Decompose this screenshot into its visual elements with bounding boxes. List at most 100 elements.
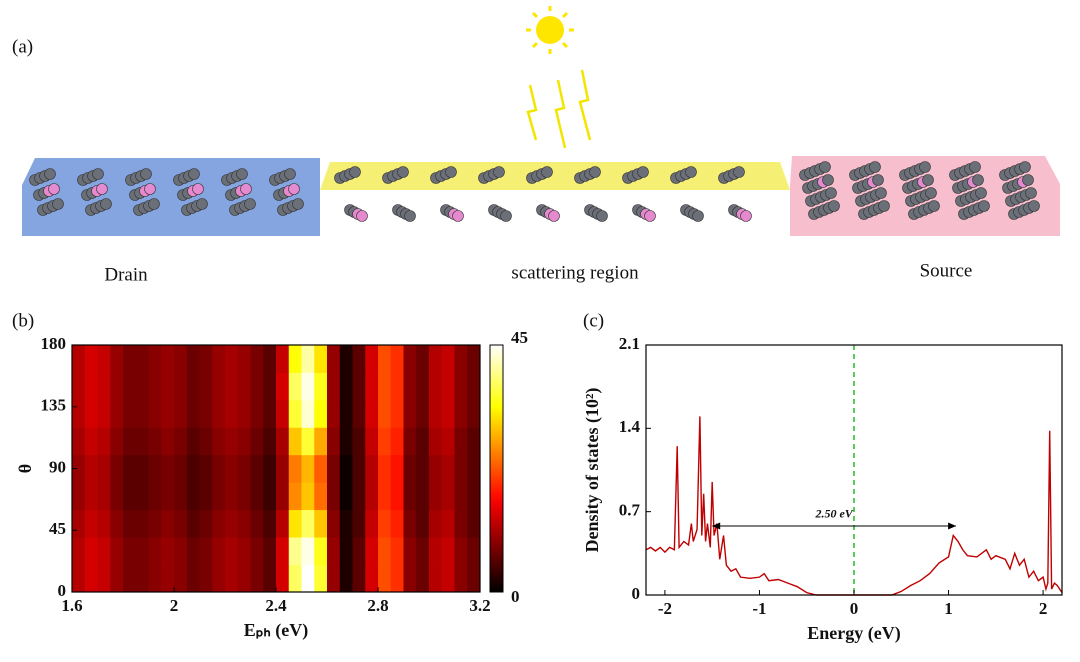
heat-cell bbox=[135, 399, 149, 428]
heat-cell bbox=[225, 427, 239, 456]
heat-cell bbox=[467, 399, 481, 428]
heat-cell bbox=[225, 482, 239, 511]
atom bbox=[148, 198, 160, 210]
heat-cell bbox=[72, 564, 86, 593]
heat-cell bbox=[199, 482, 213, 511]
heat-cell bbox=[352, 345, 366, 373]
heat-cell bbox=[123, 564, 137, 593]
heat-cell bbox=[288, 509, 302, 538]
heat-cell bbox=[339, 345, 353, 373]
heat-cell bbox=[454, 345, 468, 373]
y-tick-label: 1.4 bbox=[619, 417, 641, 436]
heat-cell bbox=[416, 427, 430, 456]
panel-label: (b) bbox=[12, 310, 34, 331]
heat-cell bbox=[212, 427, 226, 456]
heat-cell bbox=[416, 482, 430, 511]
heat-cell bbox=[314, 482, 328, 511]
colorbar-label: 45 bbox=[511, 328, 528, 347]
atom bbox=[92, 168, 104, 180]
heat-cell bbox=[135, 509, 149, 538]
heat-cell bbox=[416, 537, 430, 565]
heat-cell bbox=[148, 564, 162, 593]
heat-cell bbox=[97, 345, 111, 373]
heat-cell bbox=[225, 537, 239, 565]
heat-cell bbox=[110, 454, 124, 483]
heat-cell bbox=[339, 537, 353, 565]
heat-cell bbox=[403, 482, 417, 511]
heat-cell bbox=[441, 427, 455, 456]
heat-cell bbox=[288, 399, 302, 428]
atom bbox=[919, 161, 931, 173]
heat-cell bbox=[301, 454, 315, 483]
y-tick-label: 45 bbox=[49, 519, 66, 538]
heat-cell bbox=[390, 427, 404, 456]
heat-cell bbox=[429, 564, 443, 593]
heat-cell bbox=[174, 345, 188, 373]
heat-cell bbox=[327, 454, 341, 483]
heat-cell bbox=[186, 399, 200, 428]
heat-cell bbox=[339, 564, 353, 593]
heat-cell bbox=[199, 454, 213, 483]
heat-cell bbox=[314, 345, 328, 373]
atom bbox=[975, 187, 987, 199]
heat-cell bbox=[339, 509, 353, 538]
x-tick-label: 1.6 bbox=[61, 596, 82, 615]
heat-cell bbox=[352, 372, 366, 401]
heat-cell bbox=[441, 454, 455, 483]
heat-cell bbox=[339, 427, 353, 456]
y-tick-label: 2.1 bbox=[619, 334, 640, 353]
atom bbox=[969, 161, 981, 173]
heat-cell bbox=[365, 564, 379, 593]
atom bbox=[96, 183, 108, 195]
heat-cell bbox=[148, 427, 162, 456]
heat-cell bbox=[288, 564, 302, 593]
heat-cell bbox=[327, 372, 341, 401]
heat-cell bbox=[123, 509, 137, 538]
x-tick-label: 0 bbox=[850, 599, 859, 618]
heat-cell bbox=[250, 509, 264, 538]
heat-cell bbox=[212, 399, 226, 428]
heat-cell bbox=[467, 427, 481, 456]
heat-cell bbox=[301, 482, 315, 511]
heat-cell bbox=[212, 509, 226, 538]
heat-cell bbox=[161, 509, 175, 538]
heat-cell bbox=[135, 482, 149, 511]
heat-cell bbox=[352, 399, 366, 428]
heat-cell bbox=[378, 537, 392, 565]
heat-cell bbox=[454, 537, 468, 565]
heat-cell bbox=[454, 564, 468, 593]
heat-cell bbox=[110, 399, 124, 428]
heat-cell bbox=[429, 482, 443, 511]
heat-cell bbox=[250, 454, 264, 483]
heat-cell bbox=[174, 399, 188, 428]
heat-cell bbox=[403, 509, 417, 538]
heat-cell bbox=[390, 509, 404, 538]
atom bbox=[1019, 161, 1031, 173]
heat-cell bbox=[352, 537, 366, 565]
y-axis-label: Density of states (10²) bbox=[582, 388, 603, 553]
heat-cell bbox=[365, 482, 379, 511]
atom bbox=[925, 187, 937, 199]
heat-cell bbox=[174, 372, 188, 401]
heat-cell bbox=[390, 399, 404, 428]
dos-line bbox=[645, 416, 1063, 596]
atom bbox=[397, 166, 409, 178]
heat-cell bbox=[84, 564, 98, 593]
heat-cell bbox=[250, 399, 264, 428]
heat-cell bbox=[276, 564, 290, 593]
heat-cell bbox=[288, 537, 302, 565]
atom bbox=[500, 210, 512, 222]
molecules bbox=[29, 161, 1040, 222]
panel-label: (c) bbox=[583, 310, 604, 331]
atom bbox=[733, 166, 745, 178]
atom bbox=[445, 166, 457, 178]
heat-cell bbox=[135, 372, 149, 401]
y-tick-label: 0 bbox=[58, 581, 67, 600]
heat-cell bbox=[148, 454, 162, 483]
heat-cell bbox=[314, 372, 328, 401]
heat-cell bbox=[467, 482, 481, 511]
heat-cell bbox=[186, 564, 200, 593]
heat-cell bbox=[212, 345, 226, 373]
atom bbox=[548, 210, 560, 222]
